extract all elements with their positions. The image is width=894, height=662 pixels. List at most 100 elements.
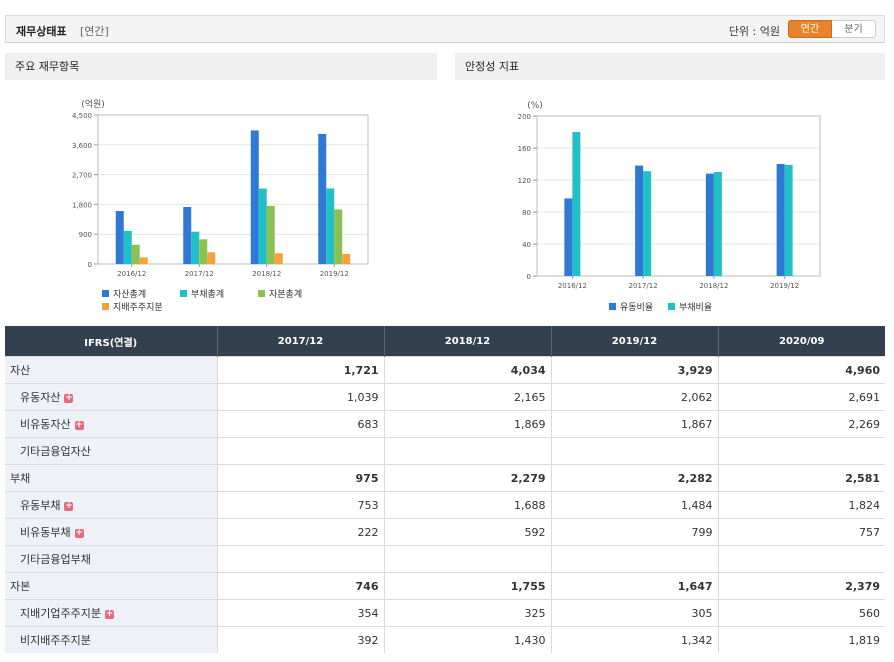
bar: [572, 132, 581, 276]
row-label: 자산: [5, 356, 217, 384]
stability-panel: 안정성 지표 (%) 0 40 80 120 160 200 2016/12 2017/12 20…: [455, 53, 885, 323]
header-ifrs: IFRS(연결): [5, 326, 217, 357]
x-tick-label: 2017/12: [629, 282, 658, 290]
table-cell: 683: [216, 410, 384, 438]
table-cell: 799: [550, 518, 718, 546]
legend-swatch: [609, 303, 616, 310]
y-tick-label: 200: [518, 113, 531, 121]
table-cell: 1,688: [383, 491, 551, 519]
legend-swatch: [180, 290, 187, 297]
table-cell: 1,869: [383, 410, 551, 438]
table-cell: 222: [216, 518, 384, 546]
table-cell: 753: [216, 491, 384, 519]
bar: [784, 164, 793, 276]
table-row: 유동자산 +1,039 2,165 2,062 2,691: [5, 383, 885, 411]
row-label-text: 유동부채: [20, 499, 61, 512]
table-cell: 1,824: [717, 491, 885, 519]
expand-icon[interactable]: +: [74, 419, 84, 430]
table-cell: 3,929: [550, 356, 718, 384]
y-tick-label: 40: [522, 241, 531, 249]
stability-chart: (%) 0 40 80 120 160 200 2016/12 2017/12 2018/12 20…: [518, 101, 821, 313]
expand-icon[interactable]: +: [104, 608, 114, 619]
legend-label: 지배주주지분: [113, 302, 163, 313]
row-label: 유동자산 +: [5, 383, 217, 411]
expand-icon[interactable]: +: [64, 500, 74, 511]
period-label: [연간]: [80, 25, 109, 38]
row-label-text: 비유동자산: [20, 418, 71, 431]
table-header-row: IFRS(연결) 2017/12 2018/12 2019/12 2020/09: [5, 326, 885, 357]
x-tick-label: 2016/12: [558, 282, 587, 290]
table-cell: 592: [383, 518, 551, 546]
table-cell: 2,581: [717, 464, 885, 492]
major-items-title: 주요 재무항목: [5, 53, 437, 80]
table-cell: 1,647: [550, 572, 718, 600]
table-cell: 305: [550, 599, 718, 627]
table-row: 유동부채 +753 1,688 1,484 1,824: [5, 491, 885, 519]
table-cell: 325: [383, 599, 551, 627]
table-cell: 2,691: [717, 383, 885, 411]
row-label: 비유동자산 +: [5, 410, 217, 438]
row-label-text: 부채: [10, 472, 31, 485]
stability-title: 안정성 지표: [455, 53, 885, 80]
table-cell: [383, 545, 551, 573]
legend-swatch: [258, 290, 265, 297]
row-label-text: 기타금융업자산: [20, 445, 91, 458]
table-cell: 1,039: [216, 383, 384, 411]
y-tick-label: 160: [518, 145, 531, 153]
annual-toggle-button[interactable]: 연간: [788, 20, 832, 38]
unit-label: 단위 : 억원: [728, 25, 780, 38]
row-label: 기타금융업부채: [5, 545, 217, 573]
x-tick-label: 2018/12: [252, 270, 281, 278]
legend-swatch: [102, 290, 109, 297]
bar: [274, 253, 283, 264]
period-toggle: 연간 분기: [788, 20, 876, 38]
legend-label: 유동비율: [620, 302, 653, 313]
expand-icon[interactable]: +: [64, 392, 74, 403]
header-col-4: 2020/09: [717, 326, 885, 357]
row-label-text: 기타금융업부채: [20, 553, 91, 566]
y-tick-label: 120: [518, 177, 531, 185]
table-row: 자산 1,721 4,034 3,929 4,960: [5, 356, 885, 384]
table-cell: [216, 545, 384, 573]
table-cell: 2,062: [550, 383, 718, 411]
table-cell: [216, 437, 384, 465]
page-title: 재무상태표: [16, 25, 67, 38]
table-cell: 2,269: [717, 410, 885, 438]
table-cell: [550, 545, 718, 573]
table-row: 비지배주주지분 392 1,430 1,342 1,819: [5, 626, 885, 653]
bar: [326, 188, 335, 264]
x-tick-label: 2018/12: [699, 282, 728, 290]
table-cell: 2,279: [383, 464, 551, 492]
bar: [123, 230, 132, 264]
table-cell: 2,165: [383, 383, 551, 411]
legend-label: 부채비율: [679, 302, 712, 313]
quarterly-toggle-button[interactable]: 분기: [832, 20, 876, 38]
expand-icon[interactable]: +: [74, 527, 84, 538]
major-items-chart: (억원) 0 900 1,800 2,700 3,600 4,500 2016/12 2017/…: [72, 98, 369, 313]
bar: [183, 207, 192, 264]
bar: [199, 239, 208, 264]
unit-label: (%): [527, 101, 543, 111]
table-cell: 1,755: [383, 572, 551, 600]
row-label-text: 자산: [10, 364, 31, 377]
row-label: 비지배주주지분: [5, 626, 217, 653]
table-cell: 1,484: [550, 491, 718, 519]
y-tick-label: 3,600: [72, 142, 92, 150]
table-cell: 354: [216, 599, 384, 627]
table-cell: 2,379: [717, 572, 885, 600]
table-cell: [717, 545, 885, 573]
row-label: 비유동부채 +: [5, 518, 217, 546]
bar: [643, 171, 652, 276]
unit-label: (억원): [81, 98, 105, 110]
x-tick-label: 2019/12: [320, 270, 349, 278]
bar: [705, 173, 714, 276]
table-row: 비유동부채 +222 592 799 757: [5, 518, 885, 546]
balance-sheet-table: IFRS(연결) 2017/12 2018/12 2019/12 2020/09…: [5, 326, 885, 653]
table-row: 기타금융업자산: [5, 437, 885, 465]
row-label-text: 유동자산: [20, 391, 61, 404]
y-tick-label: 80: [522, 209, 531, 217]
legend-label: 부채총계: [191, 288, 224, 300]
header-col-1: 2017/12: [216, 326, 384, 357]
major-items-panel: 주요 재무항목 (억원) 0 900 1,800 2,700 3,600 4,500 2016…: [5, 53, 437, 323]
header-col-3: 2019/12: [550, 326, 718, 357]
